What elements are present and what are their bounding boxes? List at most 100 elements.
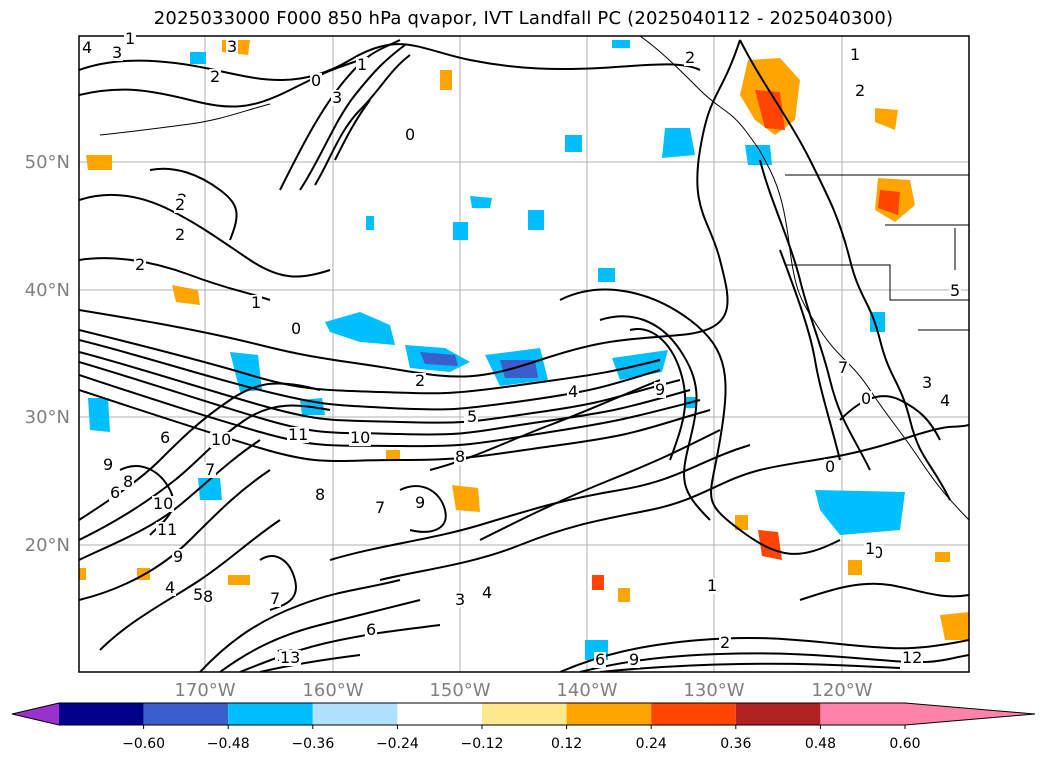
colorbar-extend-high (905, 703, 1035, 725)
contour-label: 8 (315, 485, 325, 504)
positive-anomaly-patch (935, 552, 950, 562)
contour-label: 0 (861, 389, 871, 408)
negative-anomaly-patch (325, 312, 395, 345)
contour-label-background (454, 449, 466, 465)
contour-label-background (134, 257, 146, 273)
contour-label-background (269, 591, 281, 607)
contour-label: 4 (165, 578, 175, 597)
contour-label-background (202, 589, 214, 605)
contour-label: 2 (685, 48, 695, 67)
coastline (99, 36, 969, 521)
negative-anomaly-patch (528, 210, 544, 230)
negative-anomaly-patch (88, 398, 110, 432)
lon-label-150w: 150°W (429, 680, 490, 701)
contour-label-background (192, 587, 204, 603)
colorbar-tick-label: 0.12 (551, 736, 582, 752)
contour-label-background (152, 496, 174, 512)
contour-label-background (654, 382, 666, 398)
colorbar-segment (651, 703, 736, 725)
contour-label-background (209, 69, 221, 85)
contour-label-background (111, 45, 123, 61)
lon-label-170w: 170°W (174, 680, 235, 701)
contour-label: 1 (357, 55, 367, 74)
contour-label: 7 (270, 589, 280, 608)
contour-label-background (466, 409, 478, 425)
contour-label: 3 (227, 37, 237, 56)
colorbar-segment (143, 703, 229, 725)
contour-label-background (124, 31, 136, 47)
contour-lines (79, 39, 969, 672)
contour-label: 7 (838, 358, 848, 377)
contour-label-background (174, 197, 186, 213)
latitude-labels: 50°N 40°N 30°N 20°N (25, 152, 70, 556)
contour-label: 8 (455, 447, 465, 466)
colorbar-tick-label: −0.48 (207, 736, 250, 752)
negative-anomaly-patch (198, 478, 222, 500)
positive-anomaly-patch (875, 108, 898, 130)
contour-label-background (156, 522, 178, 538)
contour-label-background (567, 384, 579, 400)
negative-anomaly-patch (598, 268, 615, 282)
lon-label-130w: 130°W (683, 680, 744, 701)
contour-label-background (102, 457, 114, 473)
positive-anomaly-patch (86, 155, 112, 170)
colorbar-tick-marks (143, 725, 906, 729)
contour-label: 0 (291, 319, 301, 338)
contour-label-background (939, 393, 951, 409)
contour-label: 5 (193, 585, 203, 604)
contour-label-background (314, 487, 326, 503)
contour-label: 12 (902, 648, 922, 667)
contour-label: 2 (175, 225, 185, 244)
colorbar-segment (566, 703, 652, 725)
colorbar-tick-label: 0.24 (636, 736, 667, 752)
lat-label-50n: 50°N (25, 152, 70, 173)
negative-anomaly-patch (453, 222, 468, 240)
contour-label: 2 (175, 195, 185, 214)
gridlines (79, 36, 969, 672)
contour-label: 8 (203, 587, 213, 606)
contour-label: 9 (103, 455, 113, 474)
positive-anomaly-patch (592, 575, 604, 590)
contour-label: 6 (110, 483, 120, 502)
contour-label: 0 (405, 125, 415, 144)
colorbar-segment (397, 703, 482, 725)
colorbar-outline (11, 702, 1036, 726)
contour-label-background (374, 500, 386, 516)
negative-anomaly-patch (662, 128, 695, 158)
positive-anomaly-patch (940, 612, 969, 640)
contour-label-background (706, 578, 718, 594)
positive-anomaly-patch (758, 530, 782, 560)
contour-label-group: 4312320310222102354978961011109878654101… (81, 29, 961, 669)
contour-label: 10 (350, 428, 370, 447)
map-frame (78, 35, 970, 673)
contour-label-background (365, 622, 377, 638)
positive-anomaly-patch (228, 575, 250, 585)
contour-label-background (949, 283, 961, 299)
contour-label-background (414, 495, 426, 511)
lat-label-30n: 30°N (25, 407, 70, 428)
contour-label: 9 (629, 650, 639, 669)
contour-label: 4 (482, 583, 492, 602)
negative-anomaly-patch (815, 490, 905, 535)
contour-label: 11 (288, 425, 308, 444)
contour-label: 10 (153, 494, 173, 513)
colorbar-tick-label: 0.36 (720, 736, 751, 752)
contour-label: 2 (210, 67, 220, 86)
lat-label-20n: 20°N (25, 535, 70, 556)
contour-label: 4 (940, 391, 950, 410)
colorbar-segment (59, 703, 144, 725)
negative-anomaly-patch (612, 40, 630, 48)
colorbar-segment (482, 703, 567, 725)
colorbar-tick-label: −0.24 (376, 736, 419, 752)
contour-label-background (594, 652, 606, 668)
negative-anomaly-patch (565, 135, 582, 152)
contour-label: 9 (655, 380, 665, 399)
positive-anomaly-patch (440, 70, 452, 90)
contour-label-background (454, 592, 466, 608)
colorbar-tick-label: 0.60 (889, 736, 920, 752)
contour-label-background (356, 57, 368, 73)
contour-label-background (349, 430, 371, 446)
contour-label: 1 (850, 45, 860, 64)
contour-label-background (824, 459, 836, 475)
contour-label: 9 (415, 493, 425, 512)
